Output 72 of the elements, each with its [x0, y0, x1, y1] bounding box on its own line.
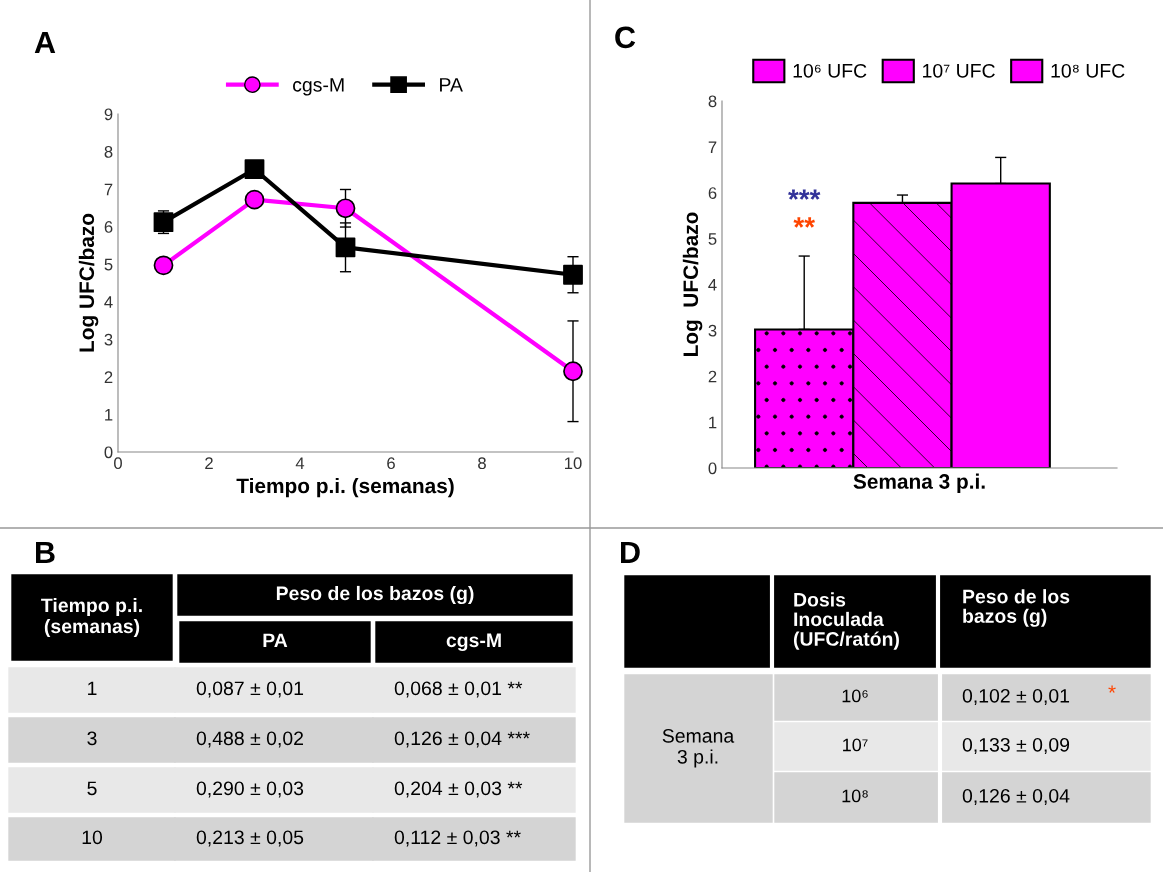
point	[244, 189, 265, 210]
y-tick-label: 1	[105, 409, 113, 421]
x-tick-label: 0	[114, 457, 122, 470]
y-tick-label: 9	[104, 108, 113, 121]
text: 10⁷	[843, 738, 868, 752]
y-tick-label: 6	[708, 187, 717, 199]
text: 0,102 ± 0,01	[962, 688, 1070, 706]
x-tick-label: 4	[295, 457, 305, 469]
chart-title: C	[615, 26, 636, 49]
x-tick-label: 8	[478, 457, 486, 470]
text: Peso de los bazos (g)	[276, 585, 474, 605]
x-axis-title: Semana 3 p.i.	[853, 473, 985, 493]
x-tick-label: 2	[205, 457, 213, 469]
text: Tiempo p.i. (semanas)	[41, 597, 142, 638]
text: 10⁶	[842, 689, 868, 703]
text: 0,133 ± 0,09	[962, 737, 1070, 755]
y-tick-label: 0	[104, 446, 113, 459]
text: Peso de los bazos (g)	[963, 589, 1070, 627]
legend-label: 10⁸ UFC	[1051, 63, 1125, 78]
legend-label: cgs-M	[293, 78, 344, 96]
text: 10⁸	[842, 789, 868, 803]
text: 0,213 ± 0,05	[196, 830, 304, 847]
y-axis-title: Log UFC/bazo	[682, 212, 703, 357]
point	[563, 264, 583, 285]
annotation: **	[793, 217, 815, 228]
text: 3	[87, 731, 97, 746]
y-tick-label: 3	[708, 324, 717, 337]
y-tick-label: 8	[708, 95, 717, 108]
text: 0,290 ± 0,03	[196, 781, 304, 798]
point	[335, 198, 356, 219]
text: 0,488 ± 0,02	[196, 731, 303, 748]
point	[335, 237, 356, 258]
text: 0,068 ± 0,01 **	[394, 681, 523, 698]
text: Semana 3 p.i.	[662, 728, 735, 768]
y-tick-label: 3	[104, 333, 113, 346]
text: Dosis Inoculada (UFC/ratón)	[793, 592, 899, 650]
point	[244, 159, 265, 180]
legend-label: PA	[440, 78, 463, 92]
y-tick-label: 5	[708, 233, 717, 245]
y-tick-label: 7	[104, 183, 113, 196]
y-tick-label: 1	[709, 416, 717, 429]
point	[153, 255, 174, 276]
y-tick-label: 4	[104, 296, 113, 308]
y-tick-label: 6	[104, 221, 113, 233]
x-tick-label: 6	[387, 457, 395, 470]
legend-label: 10⁷ UFC	[923, 63, 995, 78]
text: 0,087 ± 0,01	[196, 681, 304, 698]
chart-title: A	[34, 31, 56, 53]
x-axis-title: Tiempo p.i. (semanas)	[236, 477, 454, 498]
text: 0,126 ± 0,04	[962, 788, 1070, 806]
text: PA	[263, 633, 288, 648]
point	[563, 361, 583, 382]
x-tick-label: 10	[565, 457, 582, 470]
text: D	[621, 541, 640, 563]
text: 0,112 ± 0,03 **	[394, 830, 521, 847]
text: 1	[88, 681, 97, 696]
y-tick-label: 8	[104, 145, 113, 158]
text: 10	[82, 830, 103, 845]
y-tick-label: 7	[708, 141, 717, 153]
legend-label: 10⁶ UFC	[793, 63, 867, 78]
text: cgs-M	[446, 633, 501, 652]
text: 0,204 ± 0,03 **	[394, 781, 523, 798]
annotation: ***	[788, 189, 821, 200]
text: B	[36, 541, 55, 563]
y-tick-label: 5	[104, 258, 113, 271]
y-axis-title: Log UFC/bazo	[78, 213, 99, 352]
text: 0,126 ± 0,04 ***	[394, 731, 530, 748]
y-tick-label: 4	[708, 279, 717, 291]
y-tick-label: 2	[708, 370, 717, 383]
text: 5	[87, 781, 97, 796]
y-tick-label: 2	[104, 371, 113, 383]
text: *	[1108, 685, 1116, 693]
